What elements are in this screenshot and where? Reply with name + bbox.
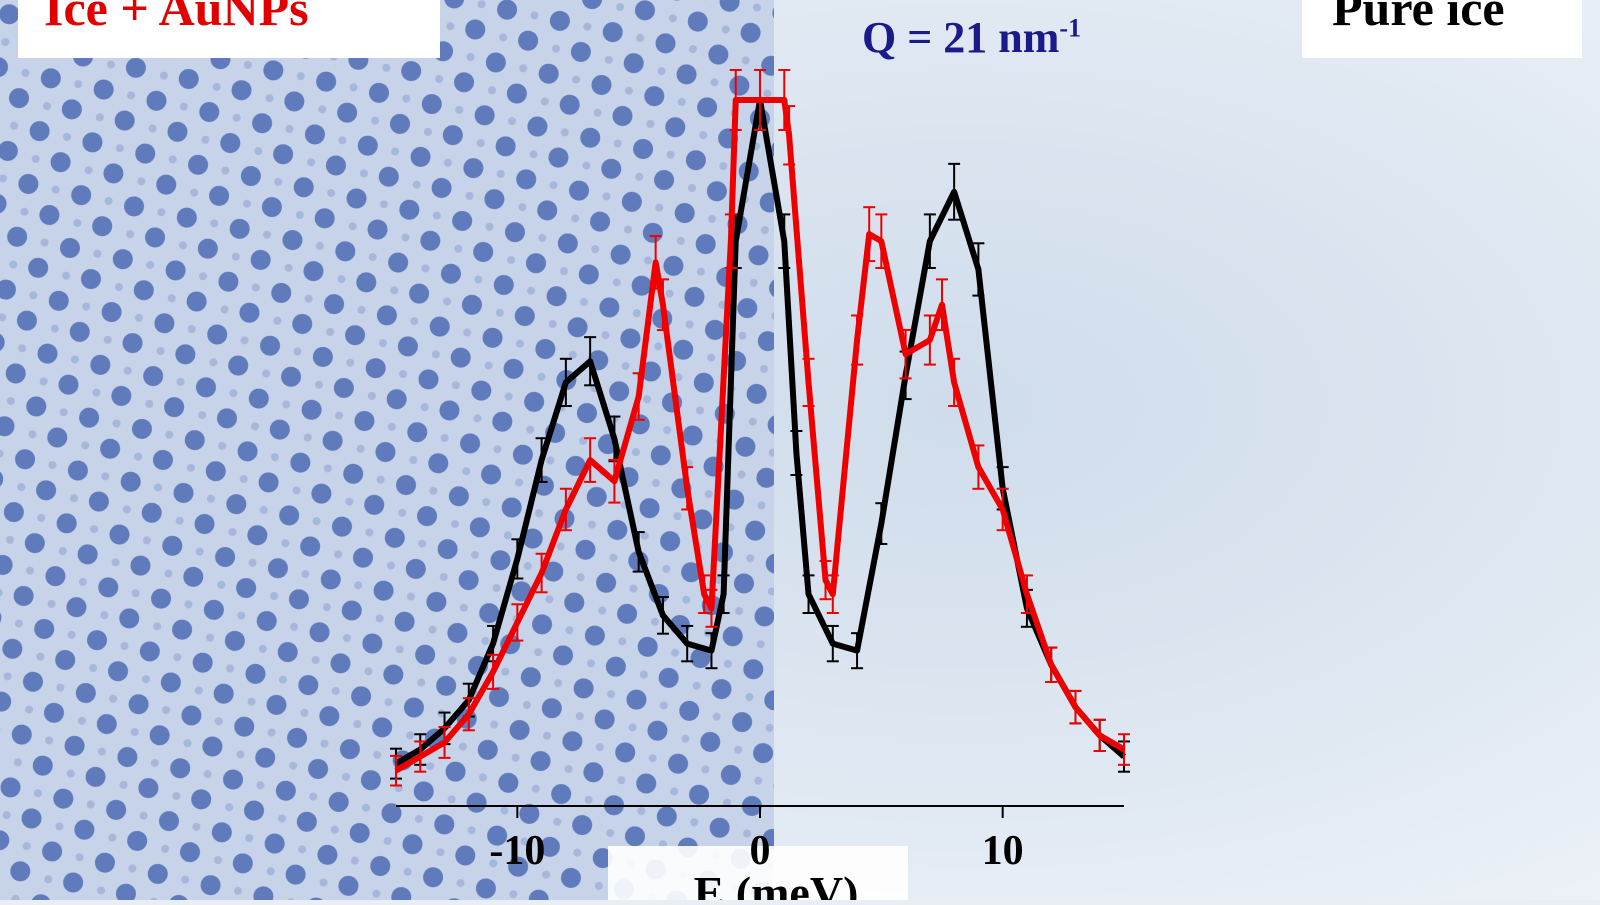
q-value-text: Q = 21 nm [862,13,1060,62]
ice-aunps-label: Ice + AuNPs [18,0,440,58]
pure-ice-label: Pure ice [1302,0,1582,58]
x-tick-label: 0 [750,828,771,874]
xlabel-backdrop [608,846,908,905]
x-axis-label: E (meV) [694,867,859,900]
q-value-label: Q = 21 nm-1 [862,12,1081,63]
aunp-micrograph-background [0,0,774,900]
x-tick-label: -10 [489,828,545,874]
series-line [394,97,1126,774]
series-group [390,69,1130,787]
q-value-exponent: -1 [1059,13,1082,43]
series-layer [390,69,1130,787]
x-tick-label: 10 [982,828,1024,874]
axis-layer: -10 0 10 E (meV) [396,805,1124,905]
